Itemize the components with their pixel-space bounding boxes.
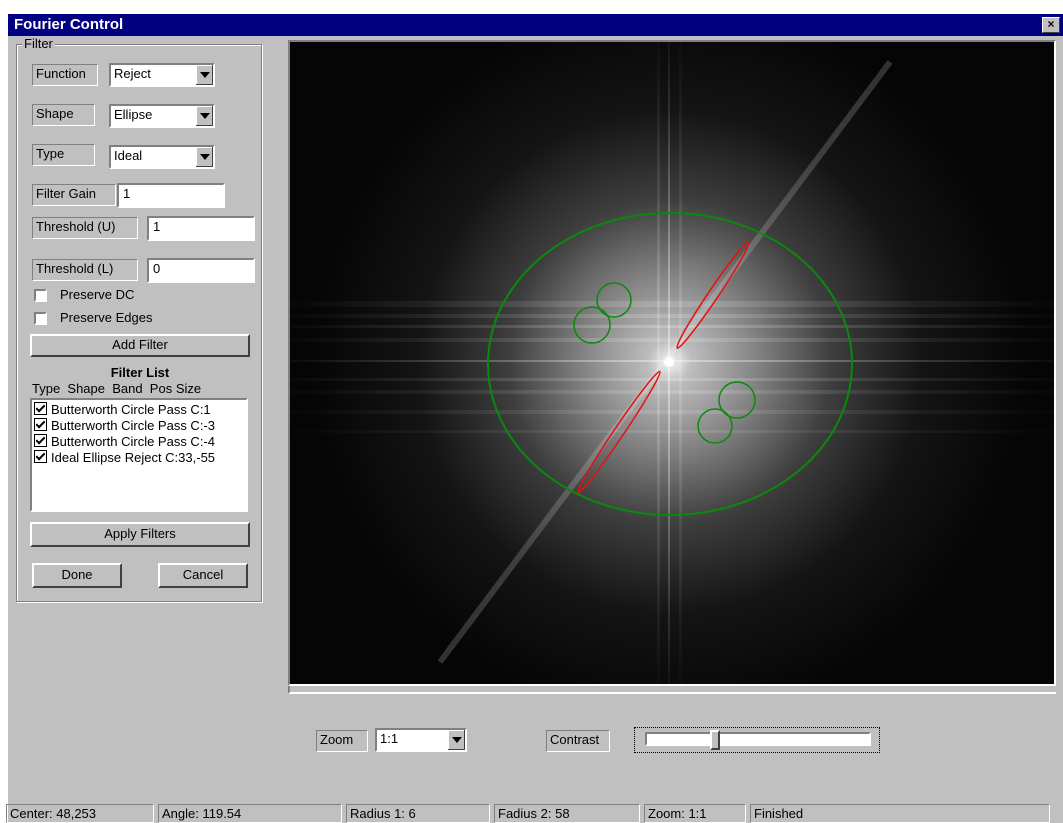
list-item[interactable]: Butterworth Circle Pass C:-4 (34, 434, 215, 450)
close-icon: × (1047, 17, 1055, 31)
preserve-edges-label: Preserve Edges (60, 310, 153, 325)
function-label: Function (32, 64, 98, 86)
list-item-label: Butterworth Circle Pass C:-3 (51, 418, 215, 433)
checkbox-checked-icon[interactable] (34, 418, 47, 431)
contrast-slider[interactable] (634, 727, 880, 753)
threshold-l-label: Threshold (L) (32, 259, 138, 281)
zoom-label: Zoom (316, 730, 368, 752)
outer-ellipse-overlay[interactable] (487, 212, 853, 516)
status-angle: Angle: 119.54 (158, 804, 342, 823)
checkbox-checked-icon[interactable] (34, 402, 47, 415)
dc-center-point (664, 357, 674, 367)
close-button[interactable]: × (1042, 17, 1060, 33)
pass-circle-overlay[interactable] (718, 381, 756, 419)
pass-circle-overlay[interactable] (697, 408, 733, 444)
contrast-slider-thumb[interactable] (710, 730, 720, 750)
checkbox-checked-icon[interactable] (34, 434, 47, 447)
filter-groupbox (16, 44, 262, 602)
threshold-u-label: Threshold (U) (32, 217, 138, 239)
type-select[interactable]: Ideal (109, 145, 215, 169)
shape-label: Shape (32, 104, 95, 126)
preserve-dc-checkbox[interactable] (34, 289, 47, 302)
status-radius-2: Fadius 2: 58 (494, 804, 640, 823)
preserve-dc-label: Preserve DC (60, 287, 135, 302)
chevron-down-icon[interactable] (195, 65, 213, 85)
window-frame-edge (0, 14, 8, 823)
window-title: Fourier Control (14, 16, 124, 33)
zoom-select[interactable]: 1:1 (375, 728, 467, 752)
reject-ellipse-overlay[interactable] (673, 239, 753, 351)
status-zoom: Zoom: 1:1 (644, 804, 746, 823)
spectrum-canvas[interactable] (290, 42, 1054, 684)
function-value: Reject (114, 66, 151, 81)
status-radius-1: Radius 1: 6 (346, 804, 490, 823)
filter-gain-input[interactable]: 1 (117, 183, 225, 208)
filter-list[interactable]: Butterworth Circle Pass C:1 Butterworth … (30, 398, 248, 512)
filter-group-label: Filter (22, 36, 55, 51)
list-item-label: Butterworth Circle Pass C:-4 (51, 434, 215, 449)
chevron-down-icon[interactable] (447, 730, 465, 750)
chevron-down-icon[interactable] (195, 147, 213, 167)
shape-value: Ellipse (114, 107, 153, 122)
list-item[interactable]: Butterworth Circle Pass C:-3 (34, 418, 215, 434)
list-item-label: Ideal Ellipse Reject C:33,-55 (51, 450, 216, 465)
pass-circle-overlay[interactable] (573, 306, 611, 344)
function-select[interactable]: Reject (109, 63, 215, 87)
apply-filters-button[interactable]: Apply Filters (30, 522, 250, 547)
preserve-edges-checkbox[interactable] (34, 312, 47, 325)
contrast-slider-track[interactable] (645, 732, 871, 746)
add-filter-button[interactable]: Add Filter (30, 334, 250, 357)
threshold-u-input[interactable]: 1 (147, 216, 255, 241)
view-bottom-edge (288, 686, 1056, 694)
list-item-label: Butterworth Circle Pass C:1 (51, 402, 211, 417)
contrast-label: Contrast (546, 730, 610, 752)
list-item[interactable]: Butterworth Circle Pass C:1 (34, 402, 211, 418)
fourier-spectrum-view[interactable] (288, 40, 1056, 686)
zoom-value: 1:1 (380, 731, 399, 746)
title-bar: Fourier Control × (0, 0, 1063, 36)
threshold-l-input[interactable]: 0 (147, 258, 255, 283)
filter-list-title: Filter List (110, 365, 170, 380)
cancel-button[interactable]: Cancel (158, 563, 248, 588)
chevron-down-icon[interactable] (195, 106, 213, 126)
pass-circle-overlay[interactable] (596, 282, 632, 318)
shape-select[interactable]: Ellipse (109, 104, 215, 128)
type-value: Ideal (114, 148, 143, 163)
status-state: Finished (750, 804, 1050, 823)
type-label: Type (32, 144, 95, 166)
reject-ellipse-overlay[interactable] (574, 369, 664, 496)
checkbox-checked-icon[interactable] (34, 450, 47, 463)
list-item[interactable]: Ideal Ellipse Reject C:33,-55 (34, 450, 215, 466)
filter-list-header: Type Shape Band Pos Size (32, 381, 202, 396)
status-center: Center: 48,253 (6, 804, 154, 823)
done-button[interactable]: Done (32, 563, 122, 588)
filter-gain-label: Filter Gain (32, 184, 116, 206)
